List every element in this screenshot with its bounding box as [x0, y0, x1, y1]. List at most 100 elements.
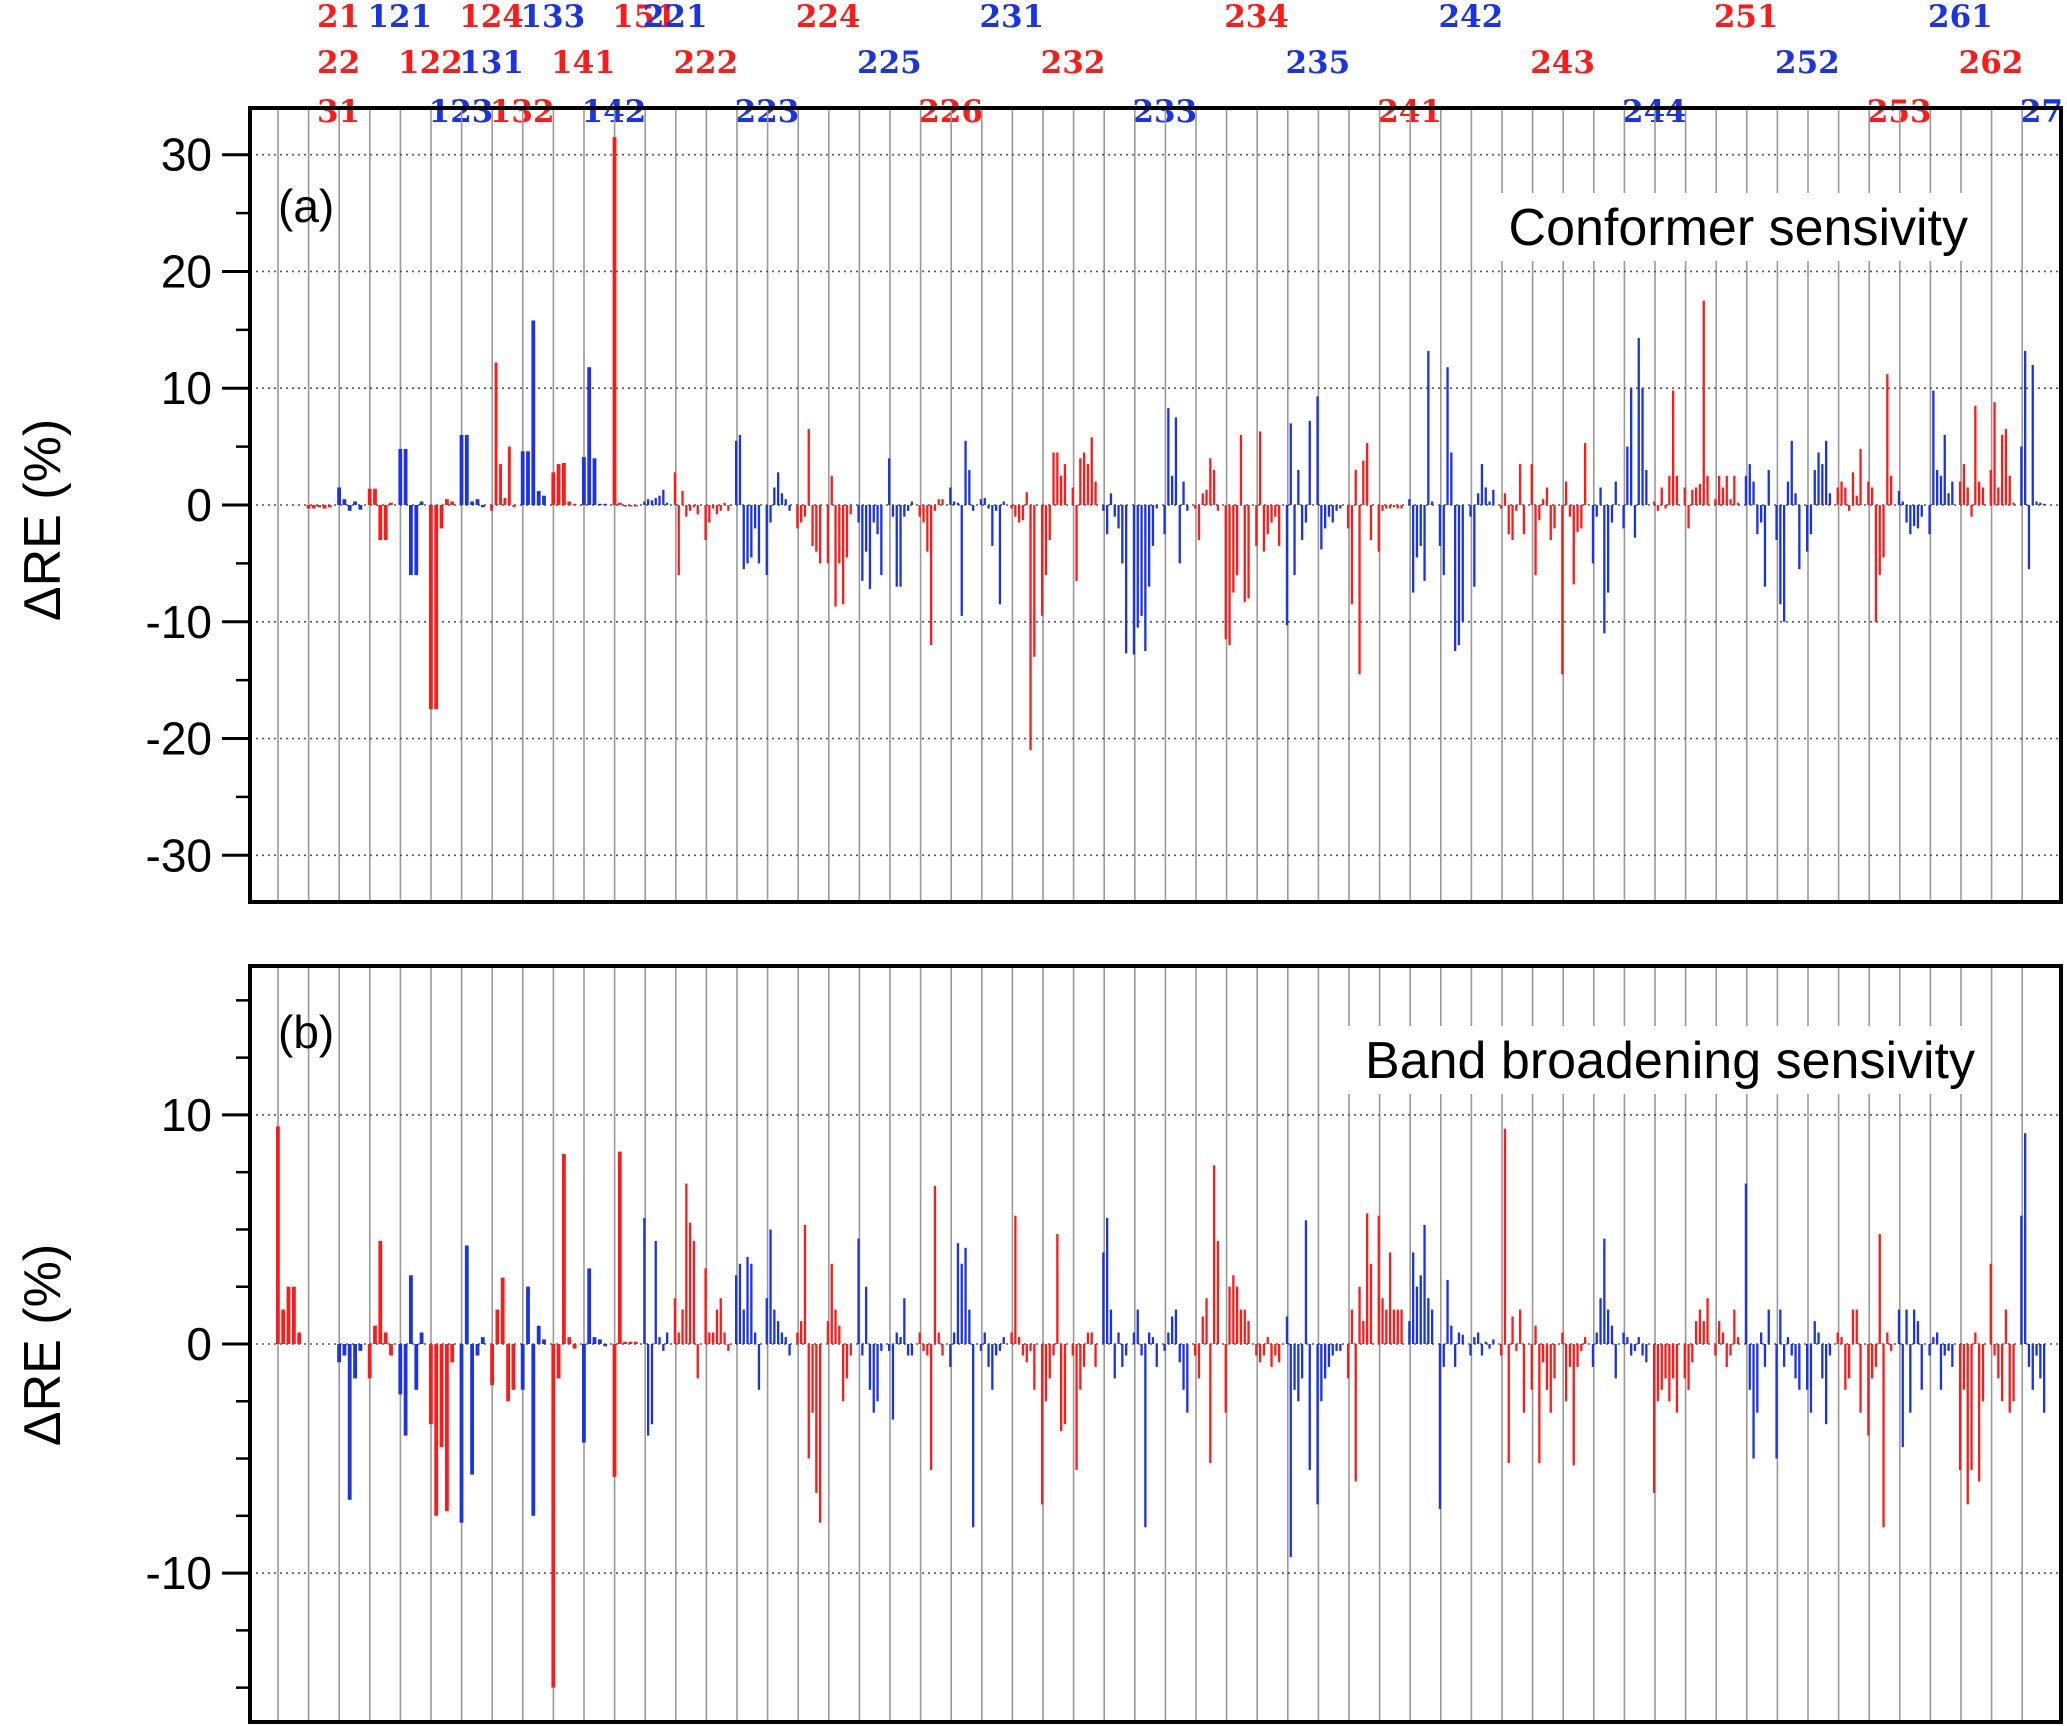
bar: [800, 505, 803, 523]
bar: [1698, 1309, 1702, 1344]
bar: [464, 1245, 469, 1344]
bar: [1197, 1344, 1201, 1379]
bar: [1293, 505, 1296, 576]
bar: [930, 1344, 933, 1470]
bar: [403, 449, 408, 505]
bar: [1060, 1344, 1063, 1432]
bar: [1002, 501, 1005, 505]
bar: [1675, 1344, 1679, 1413]
panel-b-title: Band broadening sensivity: [1365, 1032, 1975, 1090]
bar: [1086, 1332, 1090, 1344]
bar: [1522, 1344, 1526, 1413]
bar: [1714, 1344, 1717, 1356]
bar: [1289, 423, 1292, 505]
bar: [633, 1341, 638, 1344]
bar: [1186, 505, 1189, 511]
bar: [1438, 1344, 1442, 1509]
bar: [1840, 481, 1843, 505]
bar: [1178, 1344, 1181, 1363]
band-label: 234: [1224, 0, 1289, 35]
bar: [1335, 1344, 1338, 1351]
bar: [738, 1263, 742, 1344]
bar: [1653, 501, 1656, 505]
bar: [1423, 505, 1426, 581]
bar: [414, 1344, 419, 1390]
bar: [1733, 475, 1736, 505]
bar: [1358, 505, 1361, 675]
bar: [1599, 1298, 1602, 1344]
bar: [960, 1263, 963, 1344]
bar: [1874, 1344, 1878, 1367]
bar: [1729, 499, 1732, 505]
bar: [1993, 402, 1996, 505]
bar: [490, 1344, 494, 1386]
bar: [1216, 1240, 1220, 1344]
bar: [531, 320, 536, 505]
bar: [1580, 1344, 1583, 1351]
band-label: 121: [367, 0, 432, 35]
bar: [542, 495, 546, 505]
bar: [658, 495, 661, 505]
bar: [1339, 505, 1342, 509]
bar: [757, 505, 761, 564]
bar: [1794, 1344, 1797, 1379]
bar: [1637, 1337, 1640, 1344]
bar: [1962, 464, 1966, 505]
bar: [757, 1344, 761, 1390]
bar: [2035, 501, 2038, 505]
bar: [1102, 505, 1105, 511]
bar: [918, 505, 921, 517]
bar: [1687, 505, 1690, 529]
bar: [876, 505, 879, 535]
bar: [662, 489, 665, 505]
bar: [1354, 470, 1357, 505]
bar: [1450, 1325, 1453, 1344]
bar: [1320, 505, 1323, 550]
bar: [807, 429, 810, 505]
bar: [1033, 1344, 1036, 1390]
bar: [1259, 1344, 1262, 1363]
bar: [1427, 1298, 1430, 1344]
bar: [1519, 464, 1522, 505]
bar: [1645, 470, 1648, 505]
bar: [1079, 1344, 1082, 1390]
bar: [1029, 505, 1032, 751]
bar: [1324, 1344, 1327, 1379]
bar: [1538, 1344, 1541, 1464]
band-label: 22: [317, 45, 360, 81]
bar: [1243, 1309, 1246, 1344]
bar: [1270, 1344, 1273, 1367]
bar: [403, 1344, 408, 1436]
bar: [1882, 505, 1885, 558]
bar: [520, 1344, 525, 1390]
bar: [995, 505, 998, 511]
bar: [968, 470, 971, 505]
bar: [1584, 443, 1587, 505]
bar: [1301, 1344, 1304, 1379]
bar: [1461, 505, 1464, 622]
bar: [773, 487, 776, 505]
bar: [317, 505, 321, 508]
bar: [1366, 443, 1369, 505]
bar: [1209, 1344, 1212, 1464]
bar: [1974, 405, 1977, 506]
band-label: 141: [551, 45, 616, 81]
bar: [1194, 505, 1197, 509]
bar: [926, 505, 929, 552]
bar: [972, 1344, 975, 1528]
bar: [1484, 1341, 1487, 1344]
bar: [1641, 1344, 1644, 1356]
bar: [1366, 1213, 1369, 1344]
band-label: 133: [520, 0, 585, 35]
bar: [666, 502, 669, 505]
bar: [511, 1344, 516, 1390]
bar: [1660, 487, 1663, 505]
bar: [1920, 1344, 1923, 1390]
band-label: 151: [612, 0, 677, 35]
bar: [784, 499, 787, 505]
band-label: 124: [459, 0, 524, 35]
bar: [1136, 505, 1139, 628]
bar: [1442, 505, 1445, 576]
bar: [949, 487, 952, 505]
bar: [1148, 1332, 1151, 1344]
